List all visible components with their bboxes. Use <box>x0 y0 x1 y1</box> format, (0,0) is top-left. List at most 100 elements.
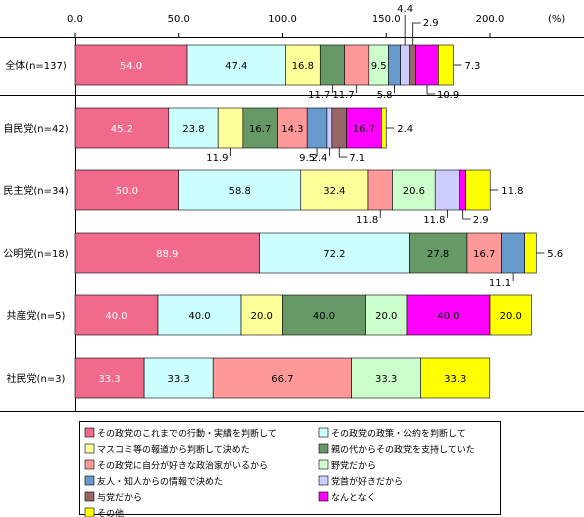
data-label: 9.5 <box>299 153 315 164</box>
data-label: 14.3 <box>281 124 303 135</box>
data-label: 5.6 <box>547 249 563 260</box>
data-label: 47.4 <box>225 61 247 72</box>
data-label: 20.0 <box>500 311 522 322</box>
bar-segment <box>186 44 286 86</box>
bar-segment <box>465 169 491 211</box>
bar-segment <box>501 232 525 274</box>
data-label: 72.2 <box>323 249 345 260</box>
data-label: 88.9 <box>156 249 178 260</box>
category-label: 全体(n=137) <box>5 59 67 72</box>
bar-segment <box>420 357 491 399</box>
label-leader <box>462 210 471 220</box>
bar-segment <box>242 107 278 149</box>
legend-label: その政党の政策・公約を判断して <box>331 428 466 440</box>
bar-segment <box>259 232 410 274</box>
category-label: 公明党(n=18) <box>3 247 68 260</box>
data-label: 5.8 <box>377 90 393 101</box>
data-label: 11.1 <box>489 278 511 289</box>
data-label: 7.3 <box>464 61 480 72</box>
unit-label: (%) <box>548 14 565 25</box>
bar-segment <box>409 44 417 86</box>
legend-box <box>79 421 501 515</box>
label-leader <box>426 85 436 95</box>
data-label: 23.8 <box>182 124 204 135</box>
legend-swatch <box>84 443 95 454</box>
legend-label: マスコミ等の報道から判断して決めた <box>97 444 250 456</box>
bar-segment <box>306 107 328 149</box>
data-label: 66.7 <box>271 374 293 385</box>
data-label: 2.4 <box>311 153 327 164</box>
data-label: 45.2 <box>111 124 133 135</box>
bar-segment <box>319 44 345 86</box>
legend-label: その政党に自分が好きな政治家がいるから <box>97 460 268 472</box>
legend-swatch <box>84 459 95 470</box>
data-label: 4.4 <box>397 4 413 15</box>
bar-segment <box>392 169 436 211</box>
bar-segment <box>74 232 260 274</box>
data-label: 40.0 <box>188 311 210 322</box>
data-label: 33.3 <box>168 374 190 385</box>
legend-swatch <box>84 427 95 438</box>
bar-segment <box>489 294 532 336</box>
bar-segment <box>300 169 369 211</box>
legend-label: なんとなく <box>331 493 376 504</box>
legend-swatch <box>84 491 95 502</box>
bar-segment <box>74 107 170 149</box>
bar-segment <box>365 294 408 336</box>
bar-segment <box>466 232 502 274</box>
data-label: 7.1 <box>349 153 365 164</box>
data-label: 20.0 <box>375 311 397 322</box>
legend-label: 親の代からその政党を支持していた <box>331 444 475 456</box>
bar-segment <box>388 44 401 86</box>
data-label: 40.0 <box>437 311 459 322</box>
data-label: 20.6 <box>403 186 425 197</box>
legend-label: 党首が好きだから <box>331 476 403 488</box>
data-label: 54.0 <box>120 61 142 72</box>
bar-segment <box>331 107 347 149</box>
bar-segment <box>438 44 454 86</box>
x-tick-label: 50.0 <box>168 14 190 25</box>
bar-segment <box>157 294 242 336</box>
data-label: 2.4 <box>397 124 413 135</box>
bar-segment <box>434 169 461 211</box>
legend-label: 与党だから <box>97 492 142 504</box>
data-label: 11.7 <box>332 90 354 101</box>
legend-swatch <box>84 475 95 486</box>
label-leader <box>412 22 421 45</box>
data-label: 50.0 <box>116 186 138 197</box>
category-label: 民主党(n=34) <box>3 184 68 197</box>
x-tick-label: 100.0 <box>268 14 297 25</box>
data-label: 16.7 <box>473 249 495 260</box>
bar-segment <box>74 294 159 336</box>
data-label: 11.9 <box>206 153 228 164</box>
legend-label: 友人・知人からの情報で決めた <box>97 476 223 488</box>
bar-segment <box>351 357 421 399</box>
data-label: 16.7 <box>353 124 375 135</box>
data-label: 32.4 <box>323 186 345 197</box>
legend-swatch <box>318 491 329 502</box>
data-label: 11.8 <box>501 186 523 197</box>
data-label: 33.3 <box>444 374 466 385</box>
category-label: 自民党(n=42) <box>3 122 68 135</box>
legend-swatch <box>318 459 329 470</box>
legend-label: 野党だから <box>331 460 376 472</box>
label-leader <box>338 148 348 158</box>
bar-segment <box>277 107 308 149</box>
data-label: 40.0 <box>313 311 335 322</box>
data-label: 11.8 <box>423 215 445 226</box>
bar-segment <box>285 44 321 86</box>
x-tick-label: 200.0 <box>476 14 505 25</box>
bar-segment <box>178 169 302 211</box>
legend-swatch <box>84 507 95 517</box>
category-label: 社民党(n=3) <box>7 372 66 385</box>
bar-segment <box>168 107 219 149</box>
bar-segment <box>524 232 537 274</box>
data-label: 2.9 <box>423 18 439 29</box>
bar-segment <box>212 357 352 399</box>
x-tick-label: 0.0 <box>67 14 83 25</box>
data-label: 11.8 <box>356 215 378 226</box>
bar-segment <box>408 232 468 274</box>
data-label: 16.7 <box>249 124 271 135</box>
legend-label: その他 <box>97 508 124 517</box>
